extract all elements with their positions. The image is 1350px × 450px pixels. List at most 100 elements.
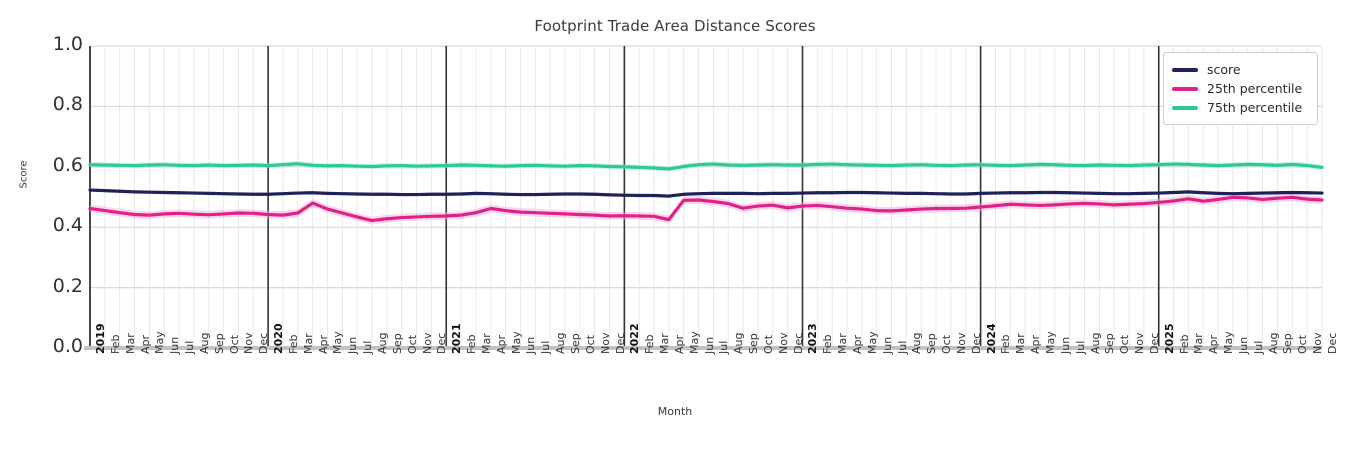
x-tick-label-month: Aug [197,332,211,354]
legend-item[interactable]: 25th percentile [1172,79,1309,98]
x-tick-label-month: Dec [613,332,627,354]
x-tick-label-month: Feb [1177,334,1191,354]
chart-title: Footprint Trade Area Distance Scores [534,17,816,35]
x-tick-label-month: Aug [376,332,390,354]
x-tick-label-year: 2024 [984,323,998,354]
x-tick-label-month: May [687,331,701,354]
chart-legend[interactable]: score 25th percentile 75th percentile [1163,52,1318,125]
legend-swatch-icon [1172,105,1198,110]
x-tick-label-month: May [1222,331,1236,354]
x-tick-label-month: Sep [747,333,761,354]
x-tick-label-month: Nov [776,332,790,354]
x-tick-label-month: Feb [108,334,122,354]
x-tick-label-month: Mar [479,333,493,354]
x-tick-label-month: Oct [405,334,419,354]
x-tick-label-month: May [153,331,167,354]
x-tick-label-month: Dec [969,332,983,354]
x-tick-label-month: Jun [524,336,538,354]
x-tick-label-month: Oct [583,334,597,354]
x-tick-label-month: Feb [286,334,300,354]
legend-swatch-icon [1172,67,1198,72]
x-tick-label-month: Oct [227,334,241,354]
x-tick-label-month: Sep [925,333,939,354]
x-tick-label-month: Mar [658,333,672,354]
x-tick-label-month: Sep [568,333,582,354]
x-tick-label-month: Jul [183,340,197,354]
x-tick-label-month: Mar [1192,333,1206,354]
x-tick-label-month: Jul [361,340,375,354]
x-tick-label-month: Jul [539,340,553,354]
legend-label: score [1207,62,1241,77]
legend-item[interactable]: 75th percentile [1172,98,1309,117]
x-tick-label-year: 2021 [450,323,464,354]
x-axis-label: Month [657,405,693,418]
x-tick-label-month: Nov [954,332,968,354]
legend-swatch-icon [1172,86,1198,91]
x-tick-label-month: Feb [999,334,1013,354]
series-line [88,162,1324,171]
x-tick-label-month: Sep [1281,333,1295,354]
x-tick-label-month: Apr [494,334,508,354]
x-tick-label-month: Aug [732,332,746,354]
x-tick-label-month: Mar [836,333,850,354]
x-tick-label-month: Aug [554,332,568,354]
series-line [88,195,1324,223]
x-axis-ticks: 2019 Feb Mar Apr May Jun Jul Aug Sep Oct Nov Dec 202… [0,323,1350,412]
x-tick-label-month: Jul [1073,340,1087,354]
x-tick-label-year: 2025 [1162,323,1176,354]
y-tick-label: 0.0 [52,335,83,357]
x-tick-label-month: Aug [910,332,924,354]
x-tick-label-month: Apr [1207,334,1221,354]
x-tick-label-month: Dec [791,332,805,354]
x-tick-label-month: May [865,331,879,354]
x-tick-label-month: May [1043,331,1057,354]
x-tick-label-month: Dec [1326,332,1339,354]
x-tick-label-month: Sep [212,333,226,354]
x-tick-label-month: Nov [598,332,612,354]
y-tick-label: 0.4 [52,214,83,237]
x-tick-label-month: Apr [1029,334,1043,354]
x-tick-label-month: Apr [851,334,864,354]
x-tick-label-month: Aug [1088,332,1102,354]
x-tick-label-month: Jun [346,336,360,354]
x-tick-label-month: Jun [1058,336,1072,354]
x-tick-label-month: Apr [138,334,152,354]
x-tick-label-month: Jun [1236,336,1250,354]
x-tick-label-month: Feb [821,334,835,354]
x-tick-label-month: Jul [717,340,731,354]
x-tick-label-month: Jul [895,340,909,354]
x-tick-label-month: Jun [168,336,182,354]
y-tick-label: 0.2 [52,274,83,297]
x-tick-label-month: Mar [123,333,137,354]
x-tick-label-month: Oct [940,334,954,354]
y-tick-label: 1.0 [52,33,83,55]
x-tick-label-month: Nov [1311,332,1325,354]
x-tick-label-year: 2022 [628,323,642,354]
y-tick-label: 0.6 [52,153,83,176]
x-tick-label-month: Dec [257,332,271,354]
x-tick-label-month: Nov [242,332,256,354]
x-tick-label-month: Aug [1266,332,1280,354]
legend-label: 25th percentile [1207,81,1303,96]
x-tick-label-year: 2023 [806,323,820,354]
series-line [88,188,1324,198]
x-tick-label-month: Feb [643,334,657,354]
legend-item[interactable]: score [1172,60,1309,79]
x-tick-label-month: Mar [301,333,315,354]
x-tick-label-year: 2020 [272,323,286,354]
x-tick-label-year: 2019 [94,323,107,354]
x-tick-label-month: Apr [672,334,686,354]
y-tick-label: 0.8 [52,93,83,116]
x-tick-label-month: Dec [435,332,449,354]
x-tick-label-month: May [331,331,345,354]
confidence-band [90,161,1322,172]
x-tick-label-month: Oct [1296,334,1310,354]
x-tick-label-month: Nov [1133,332,1147,354]
x-tick-label-month: Dec [1147,332,1161,354]
x-tick-label-month: Mar [1014,333,1028,354]
x-tick-label-month: Sep [1103,333,1117,354]
confidence-band [90,193,1322,225]
x-tick-label-month: Nov [420,332,434,354]
